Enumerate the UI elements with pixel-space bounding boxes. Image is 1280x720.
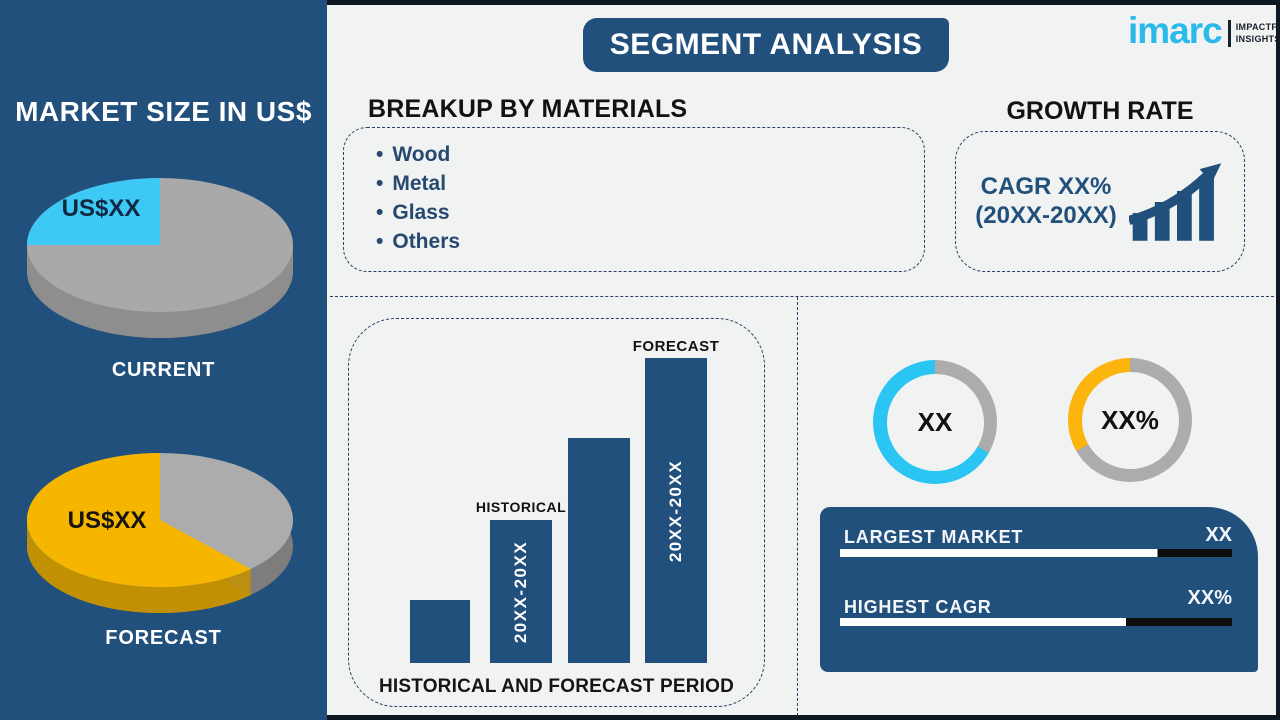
donut-value: XX <box>886 373 984 471</box>
highest-cagr-label: HIGHEST CAGR <box>844 597 992 617</box>
donut-value: XX% <box>1081 371 1179 469</box>
top-edge-strip <box>0 0 1280 5</box>
cagr-text: CAGR XX% (20XX-20XX) <box>975 173 1116 231</box>
market-size-sidebar: MARKET SIZE IN US$ US$XX CURRENT US$XX F… <box>0 0 327 720</box>
bullet-icon: • <box>376 143 384 166</box>
forecast-pie-caption: FORECAST <box>105 627 222 649</box>
bottom-edge-strip <box>327 715 1280 720</box>
historical-bar-title: HISTORICAL <box>475 499 567 515</box>
sidebar-title: MARKET SIZE IN US$ <box>15 96 312 127</box>
period-bar-4-forecast: 20XX-20XX <box>645 358 707 663</box>
metrics-panel: LARGEST MARKET XX HIGHEST CAGR XX% <box>820 507 1258 672</box>
highest-cagr-value: XX% <box>1187 587 1232 609</box>
logo-tagline-line1: IMPACTFUL <box>1235 21 1280 32</box>
growth-section-title: GROWTH RATE <box>1006 97 1194 125</box>
bullet-icon: • <box>376 230 384 253</box>
cagr-value: CAGR XX% <box>980 172 1112 200</box>
vertical-dashed-separator <box>797 297 798 716</box>
breakup-item-label: Glass <box>392 201 450 224</box>
bullet-icon: • <box>376 201 384 224</box>
highest-cagr-donut: XX% <box>1068 358 1192 482</box>
bullet-icon: • <box>376 172 384 195</box>
period-bar-chart-box <box>348 318 765 707</box>
forecast-pie-chart: US$XX <box>26 453 293 613</box>
breakup-item-label: Wood <box>392 143 451 166</box>
breakup-section-title: BREAKUP BY MATERIALS <box>368 95 688 123</box>
page-title: SEGMENT ANALYSIS <box>609 28 923 61</box>
largest-market-value: XX <box>1205 524 1232 546</box>
current-pie-value-label: US$XX <box>62 195 141 222</box>
breakup-list-box: • Wood • Metal • Glass • Others <box>343 127 925 272</box>
imarc-logo: imarc IMPACTFUL INSIGHTS <box>1128 10 1280 51</box>
breakup-item-metal: • Metal <box>376 169 924 198</box>
largest-market-progress-bar <box>840 549 1232 557</box>
horizontal-dashed-separator <box>330 296 1274 297</box>
forecast-period-label: 20XX-20XX <box>666 459 685 562</box>
forecast-pie-value-label: US$XX <box>68 507 147 534</box>
largest-market-label: LARGEST MARKET <box>844 527 1024 547</box>
period-bar-1 <box>410 600 470 663</box>
cagr-period: (20XX-20XX) <box>975 201 1117 229</box>
breakup-item-glass: • Glass <box>376 198 924 227</box>
logo-tagline: IMPACTFUL INSIGHTS <box>1236 22 1280 45</box>
logo-tagline-line2: INSIGHTS <box>1235 33 1280 44</box>
breakup-item-others: • Others <box>376 227 924 256</box>
period-bar-3 <box>568 438 630 663</box>
period-chart-caption: HISTORICAL AND FORECAST PERIOD <box>378 676 735 697</box>
breakup-item-wood: • Wood <box>376 140 924 169</box>
right-edge-strip <box>1276 0 1280 720</box>
growth-chart-icon <box>1128 162 1222 241</box>
current-pie-caption: CURRENT <box>111 359 216 381</box>
historical-period-label: 20XX-20XX <box>511 540 530 643</box>
logo-divider <box>1227 20 1231 48</box>
largest-market-donut: XX <box>873 360 997 484</box>
period-bar-2-historical: 20XX-20XX <box>490 520 552 663</box>
forecast-bar-title: FORECAST <box>632 338 720 355</box>
current-pie-chart: US$XX <box>27 178 293 338</box>
growth-rate-box: CAGR XX% (20XX-20XX) <box>955 131 1245 272</box>
page-title-banner: SEGMENT ANALYSIS <box>583 18 949 72</box>
imarc-logo-wordmark: imarc <box>1128 10 1223 51</box>
highest-cagr-progress-bar <box>840 618 1232 626</box>
breakup-item-label: Metal <box>392 172 447 195</box>
breakup-item-label: Others <box>392 230 461 253</box>
